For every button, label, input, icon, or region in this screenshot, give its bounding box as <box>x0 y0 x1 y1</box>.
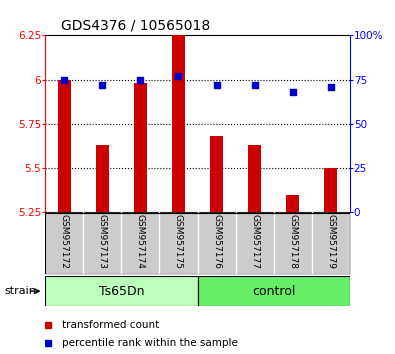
Bar <box>96 145 109 212</box>
Text: GSM957178: GSM957178 <box>288 214 297 269</box>
Point <box>327 84 334 90</box>
Bar <box>324 168 337 212</box>
Point <box>213 82 220 88</box>
Text: Ts65Dn: Ts65Dn <box>99 285 144 298</box>
Text: GSM957174: GSM957174 <box>136 214 145 269</box>
Text: GSM957179: GSM957179 <box>326 214 335 269</box>
Bar <box>248 145 261 212</box>
Point <box>175 73 182 79</box>
Text: GDS4376 / 10565018: GDS4376 / 10565018 <box>61 19 210 33</box>
Text: GSM957173: GSM957173 <box>98 214 107 269</box>
Bar <box>134 83 147 212</box>
Text: GSM957177: GSM957177 <box>250 214 259 269</box>
Bar <box>210 136 223 212</box>
Text: control: control <box>252 285 295 298</box>
Point <box>251 82 258 88</box>
Text: GSM957172: GSM957172 <box>60 214 69 269</box>
Text: strain: strain <box>4 286 36 296</box>
Text: percentile rank within the sample: percentile rank within the sample <box>62 338 238 348</box>
Bar <box>172 35 185 212</box>
Bar <box>286 195 299 212</box>
Point <box>137 77 144 82</box>
Point <box>99 82 105 88</box>
Text: GSM957175: GSM957175 <box>174 214 183 269</box>
Text: GSM957176: GSM957176 <box>212 214 221 269</box>
Text: transformed count: transformed count <box>62 320 160 330</box>
Point <box>290 89 296 95</box>
Bar <box>58 80 71 212</box>
Bar <box>198 276 350 306</box>
Bar <box>45 276 198 306</box>
Point <box>61 77 68 82</box>
